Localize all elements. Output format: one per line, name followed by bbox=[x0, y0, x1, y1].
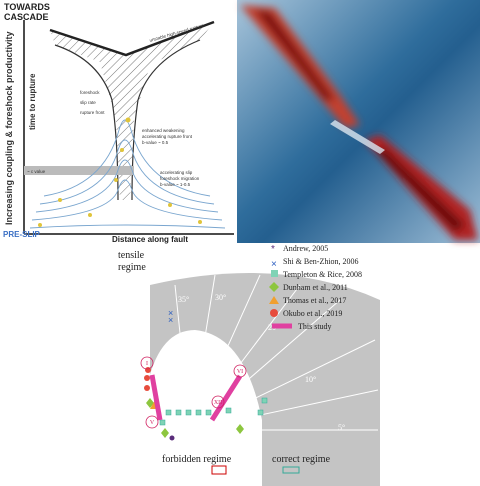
okubo-markers bbox=[144, 367, 151, 391]
legend-entry: Andrew, 2005 bbox=[283, 244, 328, 253]
shi-marker: × bbox=[168, 315, 173, 325]
pre-slip: PRE-SLIP bbox=[3, 230, 41, 239]
case-circle bbox=[211, 395, 225, 409]
regime-label: correct regime bbox=[272, 454, 331, 465]
title: CASCADE bbox=[4, 12, 49, 22]
x-label: Distance along fault bbox=[112, 235, 188, 244]
svg-text:*: * bbox=[271, 244, 275, 255]
panel-a: TOWARDS CASCADE Increasing coupling & fo… bbox=[0, 0, 237, 244]
legend-entry: Templeton & Rice, 2008 bbox=[283, 270, 362, 279]
streak-center bbox=[330, 120, 385, 154]
annotation: accelerating slip bbox=[160, 170, 193, 175]
slip-curves bbox=[29, 119, 226, 229]
foreshocks bbox=[38, 117, 202, 227]
annotation: foreshock migration bbox=[160, 176, 200, 181]
case-circle bbox=[145, 415, 159, 429]
angle-label: 30° bbox=[215, 293, 226, 302]
case-label: XII bbox=[214, 400, 222, 406]
annotation: enhanced weakening bbox=[142, 128, 185, 133]
legend-entry: rupture front bbox=[80, 110, 105, 115]
angle-label: 5° bbox=[338, 423, 345, 432]
legend-entry: Okubo et al., 2019 bbox=[283, 309, 342, 318]
time-label: time to rupture bbox=[28, 73, 37, 130]
hatched-region bbox=[50, 22, 214, 200]
this-study bbox=[149, 374, 163, 421]
legend-entry: foreshock bbox=[80, 90, 100, 95]
rupture-streaks bbox=[240, 5, 478, 240]
svg-text:×: × bbox=[271, 259, 277, 270]
regime-icon bbox=[282, 466, 300, 474]
regime-label: tensile bbox=[118, 250, 145, 261]
regime-icon bbox=[211, 465, 227, 475]
panel-c: × × I V XII VI 35° 30° 20° 10° 5° tensil… bbox=[118, 244, 380, 486]
annotation: ~ c value bbox=[27, 169, 46, 174]
legend-markers: * × bbox=[269, 244, 292, 329]
y-label: Increasing coupling & foreshock producti… bbox=[4, 31, 14, 225]
regime-label: regime bbox=[118, 262, 146, 273]
legend-entry: Dunham et al., 2011 bbox=[283, 283, 348, 292]
templeton-markers bbox=[159, 397, 268, 426]
legend-entry: slip rate bbox=[80, 100, 96, 105]
legend-entry: Shi & Ben-Zhion, 2006 bbox=[283, 257, 359, 266]
case-label: V bbox=[150, 420, 155, 426]
case-circle bbox=[140, 356, 154, 370]
legend-entry: This study bbox=[298, 322, 332, 331]
andrew-marker bbox=[169, 435, 175, 441]
case-label: I bbox=[146, 361, 148, 367]
legend-entry: Thomas et al., 2017 bbox=[283, 296, 346, 305]
case-circle bbox=[233, 364, 247, 378]
dunham-markers bbox=[146, 398, 244, 438]
title: TOWARDS bbox=[4, 2, 50, 12]
rupture-front bbox=[49, 20, 215, 57]
angle-label: 10° bbox=[305, 375, 316, 384]
regime-label: forbidden regime bbox=[162, 454, 232, 465]
annotation: b-value ~ 1-0.5 bbox=[160, 182, 191, 187]
case-label: VI bbox=[237, 369, 243, 375]
panel-b bbox=[237, 0, 480, 243]
angle-label: 35° bbox=[178, 295, 189, 304]
forbidden-region bbox=[142, 330, 262, 486]
shi-marker: × bbox=[168, 308, 173, 318]
c-value-band bbox=[24, 166, 134, 175]
this-study bbox=[209, 374, 243, 422]
annotation: accelerating rupture front bbox=[142, 134, 193, 139]
annotation: b-value ~ 0.5 bbox=[142, 140, 169, 145]
